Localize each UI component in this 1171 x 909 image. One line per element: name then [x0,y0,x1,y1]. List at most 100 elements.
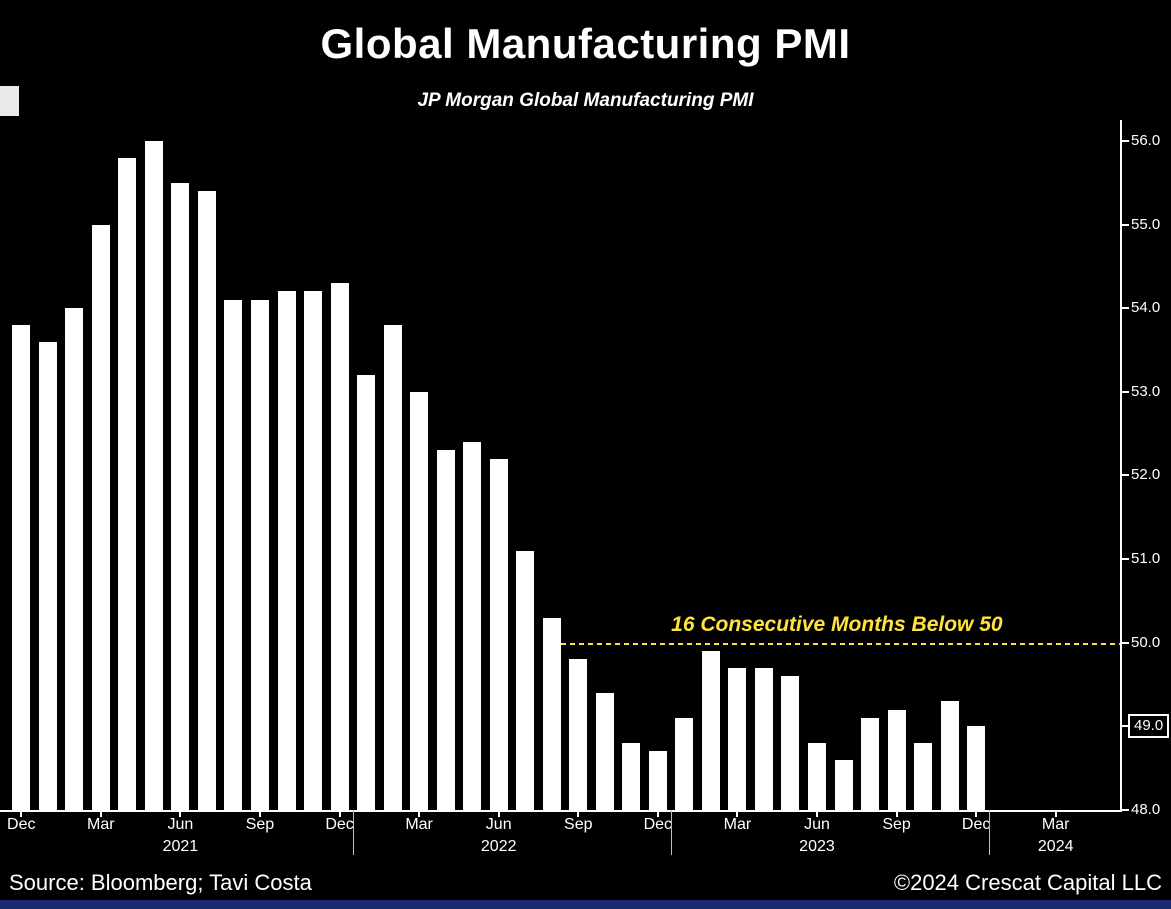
x-tick-label: Jun [167,816,194,833]
x-tick-mark [895,810,898,817]
source-text: Source: Bloomberg; Tavi Costa [9,870,312,895]
y-tick-mark [1122,390,1129,393]
x-tick-label: Mar [87,816,115,833]
x-tick-label: Jun [485,816,512,833]
year-divider [671,810,673,855]
bar-dec-2022 [648,751,667,810]
plot-area: 16 Consecutive Months Below 50 [8,120,1122,810]
bar-jan-2021 [38,341,57,810]
x-tick-label: Sep [564,816,593,833]
x-tick-label: Dec [325,816,354,833]
y-tick-mark [1122,641,1129,644]
year-label-2023: 2023 [799,838,835,855]
bar-sep-2021 [250,299,269,810]
bar-jan-2023 [675,718,694,810]
x-tick-mark [418,810,421,817]
y-axis-line [1120,120,1122,812]
x-tick-mark [20,810,23,817]
bar-feb-2022 [383,324,402,810]
x-tick-mark [577,810,580,817]
y-tick-mark [1122,809,1129,811]
bar-apr-2021 [118,157,137,810]
y-tick-label-49.0: 49.0 [1128,714,1170,739]
bar-mar-2021 [91,224,110,810]
year-divider [352,810,354,855]
chart-subtitle: JP Morgan Global Manufacturing PMI [417,90,754,111]
x-tick-label: Mar [723,816,752,833]
y-tick-label-48.0: 48.0 [1131,801,1161,818]
bar-sep-2022 [569,659,588,810]
bar-apr-2022 [436,450,455,810]
x-axis-line [0,810,1122,812]
bar-may-2023 [781,676,800,810]
bar-aug-2023 [861,718,880,810]
bar-jan-2022 [357,375,376,810]
bar-mar-2022 [410,391,429,810]
bar-apr-2023 [754,667,773,810]
bar-may-2021 [144,140,163,810]
y-tick-mark [1122,558,1129,561]
bar-aug-2022 [542,617,561,810]
x-tick-label: Dec [961,816,991,833]
footer: Source: Bloomberg; Tavi Costa ©2024 Cres… [0,870,1171,896]
bar-jul-2022 [516,550,535,810]
year-label-2022: 2022 [480,838,517,855]
bar-oct-2021 [277,291,296,810]
threshold-line-50 [551,642,1122,645]
x-tick-mark [179,810,182,817]
y-tick-mark [1122,307,1129,310]
bar-dec-2021 [330,283,349,810]
bar-oct-2022 [595,692,614,810]
year-label-2021: 2021 [162,838,199,855]
x-tick-label: Mar [405,816,433,833]
x-tick-mark [497,810,500,817]
y-tick-mark [1122,139,1129,142]
x-tick-label: Dec [7,816,36,833]
bottom-accent-strip [0,900,1171,909]
x-tick-mark [656,810,659,817]
y-tick-label-50.0: 50.0 [1131,633,1161,651]
x-tick-label: Dec [643,816,673,833]
y-tick-label-53.0: 53.0 [1131,382,1161,400]
y-tick-label-51.0: 51.0 [1131,550,1161,568]
x-tick-mark [338,810,341,817]
bar-oct-2023 [914,743,933,810]
chart-title: Global Manufacturing PMI [320,20,851,67]
bar-dec-2023 [967,726,986,810]
x-tick-label: Sep [245,816,275,833]
x-tick-mark [815,810,818,817]
x-tick-mark [975,810,978,817]
y-tick-mark [1122,223,1129,226]
bar-jun-2022 [489,458,508,810]
year-divider [989,810,991,855]
x-tick-label: Sep [882,816,911,833]
bar-jun-2021 [171,182,190,810]
x-tick-mark [736,810,739,817]
bar-aug-2021 [224,299,243,810]
x-tick-mark [1054,810,1057,817]
bar-jun-2023 [807,743,826,810]
bar-jul-2023 [834,759,853,810]
y-tick-label-52.0: 52.0 [1131,466,1161,484]
y-tick-mark [1122,725,1129,728]
bar-dec-2020 [12,324,31,810]
y-tick-label-54.0: 54.0 [1131,299,1161,317]
bar-sep-2023 [887,709,906,810]
copyright-text: ©2024 Crescat Capital LLC [893,870,1162,895]
bar-may-2022 [463,442,482,810]
bar-nov-2021 [304,291,323,810]
bar-nov-2023 [940,701,959,810]
x-tick-mark [99,810,102,817]
corner-artifact [0,86,19,116]
x-axis: Dec Mar Jun Sep Dec Mar Jun Sep Dec Mar Jun Sep Dec M… [7,810,1122,862]
bar-feb-2023 [701,651,720,810]
bar-feb-2021 [65,308,84,810]
y-tick-label-56.0: 56.0 [1131,131,1161,149]
y-tick-label-55.0: 55.0 [1131,215,1161,233]
bar-mar-2023 [728,667,747,810]
x-tick-label: Jun [804,816,830,833]
y-tick-mark [1122,474,1129,477]
x-tick-label: Mar [1041,816,1070,833]
year-label-2024: 2024 [1037,838,1074,855]
